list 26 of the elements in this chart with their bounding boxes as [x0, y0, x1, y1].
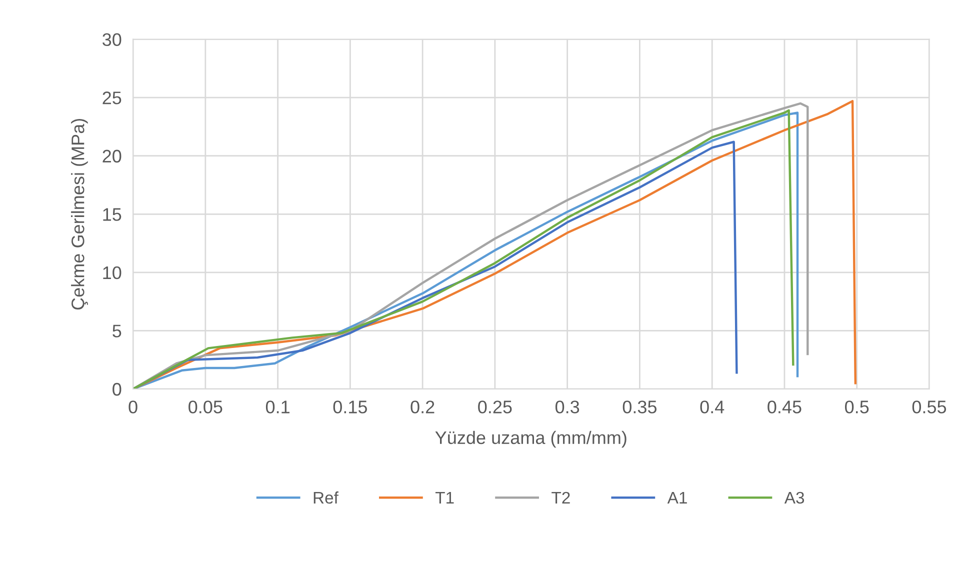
- x-tick-label: 0.35: [622, 400, 657, 414]
- x-tick-label: 0.3: [555, 400, 580, 414]
- legend-label: T1: [435, 492, 454, 504]
- y-tick-label: 30: [102, 33, 122, 46]
- x-tick-label: 0.15: [333, 400, 367, 414]
- x-tick-label: 0.4: [700, 400, 724, 414]
- y-tick-label: 5: [112, 324, 122, 338]
- x-tick-label: 0.55: [912, 400, 946, 414]
- x-tick-label: 0.45: [768, 400, 802, 414]
- y-tick-label: 10: [103, 266, 122, 280]
- legend-label: A1: [667, 492, 687, 504]
- x-tick-label: 0.05: [188, 400, 222, 414]
- x-tick-label: 0: [128, 400, 138, 414]
- y-tick-label: 0: [112, 382, 122, 396]
- y-tick-label: 25: [102, 92, 122, 104]
- y-tick-label: 15: [103, 208, 122, 221]
- x-axis-title: Yüzde uzama (mm/mm): [435, 430, 626, 448]
- x-tick-label: 0.5: [845, 400, 869, 414]
- legend-label: Ref: [314, 491, 338, 504]
- x-tick-label: 0.1: [266, 400, 290, 414]
- x-tick-label: 0.2: [410, 400, 434, 414]
- x-tick-label: 0.25: [478, 400, 512, 414]
- legend-label: T2: [552, 492, 570, 504]
- legend-label: A3: [784, 492, 804, 504]
- y-tick-label: 20: [102, 150, 122, 163]
- y-axis-title: Çekme Gerilmesi (MPa): [71, 118, 88, 310]
